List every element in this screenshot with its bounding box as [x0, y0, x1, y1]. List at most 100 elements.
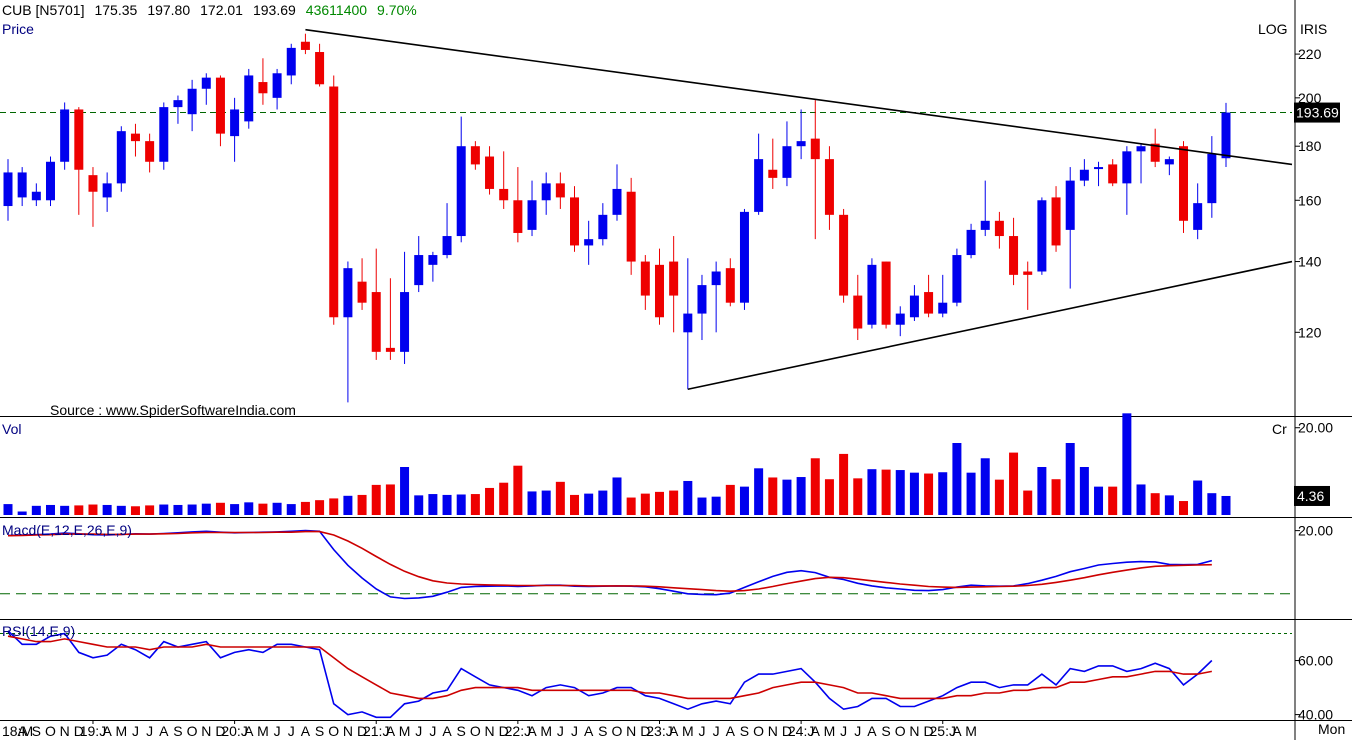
candle [470, 141, 480, 170]
volume-bar [527, 491, 537, 515]
candle [74, 107, 84, 215]
candle [654, 248, 664, 325]
volume-bar [1150, 493, 1160, 515]
x-axis-tick-label: S [457, 723, 466, 739]
candle-body [598, 214, 608, 240]
candle-body [414, 255, 424, 286]
candle-body [371, 292, 381, 352]
candle-body [612, 188, 622, 215]
candle [116, 126, 126, 192]
volume-bar [541, 490, 551, 515]
volume-bar [924, 473, 934, 515]
x-axis-tick-label: S [740, 723, 749, 739]
volume-bar [1009, 452, 1019, 515]
volume-bar [456, 494, 466, 515]
candle [527, 180, 537, 237]
trendline [305, 28, 1293, 166]
x-axis-tick-label: J [840, 723, 847, 739]
last-volume-tag: 4.36 [1297, 488, 1324, 504]
x-axis-tick-label: 22:J [505, 723, 531, 739]
candle [3, 159, 13, 221]
rsi-signal-line [7, 635, 1212, 700]
price-axis-tick-label: 180 [1298, 138, 1322, 154]
candle-body [626, 191, 636, 262]
volume-bar [1079, 467, 1089, 515]
x-axis-tick-label: 18:M [2, 723, 33, 739]
candle [1136, 143, 1146, 184]
volume-bar [130, 506, 140, 515]
x-axis-tick-label: M [115, 723, 127, 739]
candle [725, 258, 735, 307]
candle [739, 208, 749, 310]
candle-body [357, 281, 367, 303]
volume-bar [1023, 490, 1033, 515]
volume-bar [272, 502, 282, 515]
x-axis-tick-label: D [74, 723, 84, 739]
x-axis-tick-label: D [640, 723, 650, 739]
candle [159, 102, 169, 170]
volume-bar [442, 494, 452, 515]
x-axis-tick-label: O [612, 723, 623, 739]
volume-bar [867, 469, 877, 515]
macd-line [7, 529, 1213, 600]
volume-bar [102, 504, 112, 515]
volume-bar [853, 478, 863, 515]
volume-unit-label: Cr [1272, 421, 1287, 437]
candle [485, 146, 495, 195]
x-axis-tick-label: J [698, 723, 705, 739]
volume-bar [669, 490, 679, 515]
candle [357, 258, 367, 310]
candle [1122, 146, 1132, 215]
candle-body [909, 295, 919, 318]
volume-bar [570, 494, 580, 515]
period-label[interactable]: Mon [1318, 721, 1346, 737]
candle [414, 236, 424, 293]
volume-bar [88, 504, 98, 515]
change-value: 9.70% [377, 2, 417, 18]
candle [1179, 141, 1189, 233]
candle-body [286, 47, 296, 76]
volume-bar [230, 504, 240, 515]
candle-body [796, 141, 806, 147]
low-value: 172.01 [200, 2, 243, 18]
candle-body [867, 264, 877, 325]
candle-body [527, 200, 537, 230]
candle [1065, 167, 1075, 289]
candle [1094, 161, 1104, 187]
candle-body [159, 107, 169, 162]
candle-body [60, 109, 70, 162]
volume-bar [754, 468, 764, 515]
candle [343, 261, 353, 403]
rsi-panel-label: RSI(14,E,9) [2, 623, 76, 639]
candle-body [768, 169, 778, 178]
price-axis-tick-label: 120 [1298, 324, 1322, 340]
candle [626, 177, 636, 275]
volume-bar [598, 490, 608, 515]
rsi-line [7, 630, 1213, 719]
x-axis-tick-label: D [499, 723, 509, 739]
candle [17, 167, 27, 207]
candle [924, 274, 934, 318]
candle-body [782, 146, 792, 178]
candle-body [640, 261, 650, 296]
volume-bar [187, 504, 197, 515]
volume-bar [612, 477, 622, 515]
candle [782, 121, 792, 187]
volume-bar [711, 496, 721, 515]
candle [683, 258, 693, 390]
log-scale-toggle[interactable]: LOG [1258, 21, 1288, 37]
candle [286, 43, 296, 85]
candle-body [1221, 112, 1231, 159]
x-axis-tick-label: A [811, 723, 821, 739]
volume-bar [17, 511, 27, 515]
x-axis-tick-label: S [315, 723, 324, 739]
x-axis-tick-label: A [386, 723, 396, 739]
candle [952, 248, 962, 307]
price-panel-label: Price [2, 21, 34, 37]
candle [584, 220, 594, 265]
candle [711, 261, 721, 333]
candle-body [230, 109, 240, 137]
candle-body [824, 159, 834, 215]
candle [895, 306, 905, 337]
